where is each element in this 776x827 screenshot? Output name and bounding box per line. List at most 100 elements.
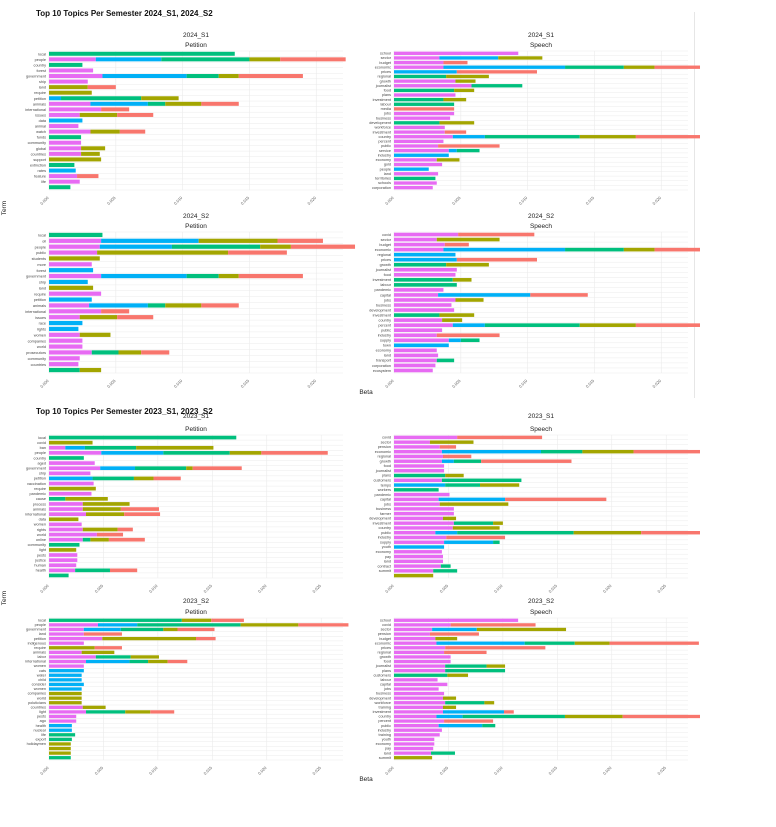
bar-segment [439,498,505,501]
bar-segment [49,262,92,266]
bar-segment [49,687,82,690]
bar-segment [394,531,435,534]
bar-segment [49,756,71,759]
bar-segment [445,474,464,477]
bar-segment [433,569,457,572]
term-label: business [376,116,391,120]
bar-segment [439,724,483,727]
bar-segment [624,248,655,252]
term-label: growth [380,459,391,463]
bar-segment [394,541,444,544]
term-label: economy [376,158,392,162]
bar-segment [394,440,430,443]
term-label: community [28,141,46,145]
bar-segment [96,57,161,61]
x-tick-label: 0.015 [240,378,251,389]
term-label: land [39,86,46,90]
term-label: require [34,646,46,650]
term-label: child [38,678,46,682]
term-label: life [41,180,46,184]
term-label: public [381,144,391,148]
term-label: ban [40,446,46,450]
bar-segment [394,144,438,147]
bar-segment [201,102,238,106]
bar-segment [655,248,700,252]
bar-segment [83,706,106,709]
bar-segment [161,57,249,61]
x-tick-label: 0.005 [94,765,105,776]
bar-segment [84,632,122,635]
bar-segment [394,359,437,363]
bar-segment [438,144,499,147]
term-label: government [26,467,47,471]
bar-segment [135,466,186,470]
bar-segment [101,239,199,243]
bar-segment [445,664,486,667]
bar-segment [172,245,260,249]
bar-segment [449,149,457,152]
bar-segment [394,687,439,690]
bar-segment [394,52,518,55]
bar-segment [121,507,159,511]
bar-segment [101,107,129,111]
bar-segment [49,523,82,527]
term-label: international [25,108,46,112]
x-tick-label: 0.015 [240,195,251,206]
x-tick-label: 0.000 [384,195,395,206]
term-label: food [384,660,391,664]
term-label: investment [373,98,392,102]
bar-segment [85,446,136,450]
term-label: data [39,518,47,522]
term-label: local [38,52,46,56]
bar-segment [182,619,211,622]
bar-segment [49,492,91,496]
bar-segment [49,507,83,511]
bar-segment [49,368,80,372]
bar-segment [394,268,457,272]
term-label: holidaymen [27,742,46,746]
x-tick-label: 0.010 [493,583,504,594]
term-label: capital [380,498,391,502]
bar-segment [49,315,80,319]
bar-segment [394,112,454,115]
bar-segment [49,751,71,754]
bar-segment [49,678,82,681]
bar-segment [394,742,434,745]
bar-segment [485,323,580,327]
bar-segment [49,180,80,184]
bar-segment [394,555,443,558]
bar-segment [49,655,96,658]
bar-segment [394,550,442,553]
term-label: oil [42,239,46,243]
bar-segment [455,298,483,302]
term-label: land [384,560,391,564]
term-label: plans [382,669,391,673]
bar-segment [49,350,92,354]
term-label: training [379,733,391,737]
bar-segment [394,521,454,524]
bar-segment [120,130,145,134]
bar-segment [49,466,100,470]
term-label: economy [376,550,392,554]
bar-segment [110,569,137,573]
bar-segment [442,460,454,463]
bar-segment [49,107,101,111]
panel-semester-label: 2023_S1 [183,413,209,420]
term-label: cats [39,669,46,673]
bar-segment [75,569,110,573]
bar-segment [442,450,541,453]
bar-segment [565,66,624,69]
bar-segment [394,646,445,649]
term-label: youth [382,545,391,549]
bar-segment [394,733,440,736]
bar-segment [219,74,239,78]
bar-segment [165,102,201,106]
term-label: country [34,456,47,460]
bar-segment [80,113,117,117]
bar-segment [49,701,82,704]
term-label: prices [381,70,391,74]
term-label: jobs [383,112,391,116]
bar-segment [49,569,75,573]
bar-segment [394,436,457,439]
bar-segment [102,74,186,78]
